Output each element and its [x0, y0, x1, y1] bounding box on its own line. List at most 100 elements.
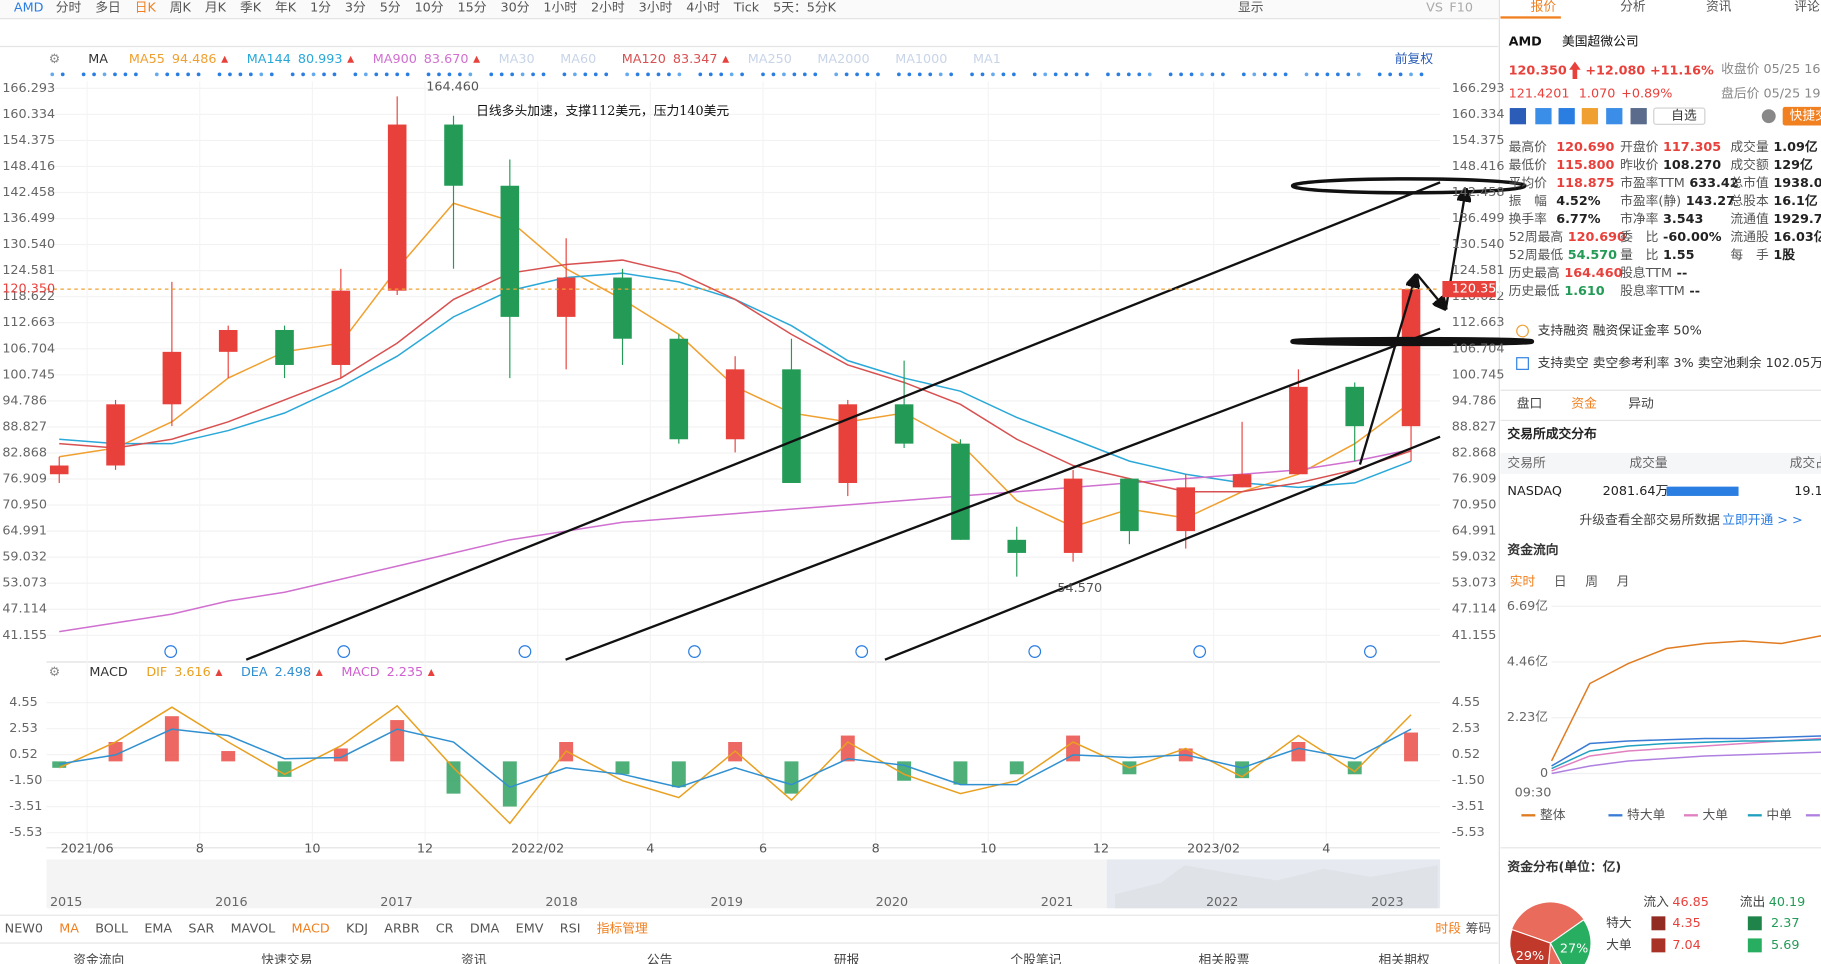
- dot: [531, 72, 535, 77]
- candle-body: [1232, 474, 1252, 488]
- icon[interactable]: [1509, 108, 1527, 125]
- indicator-name: MACD: [89, 665, 127, 680]
- dot: [1241, 72, 1246, 77]
- event-marker[interactable]: [1364, 645, 1377, 658]
- dot: [980, 72, 985, 77]
- y-tick-label: 70.950: [1452, 498, 1497, 513]
- dot: [907, 72, 912, 77]
- sub-tab: 异动: [1628, 397, 1654, 412]
- candle-body: [162, 351, 182, 405]
- candle-body: [1401, 289, 1421, 427]
- inactive-indicator: MA250: [748, 52, 792, 67]
- event-marker[interactable]: [855, 645, 869, 658]
- indicator-tab: MACD: [292, 922, 330, 937]
- bottom-tab: 相关股票: [1199, 953, 1250, 964]
- candle-body: [1176, 487, 1196, 532]
- icon[interactable]: [1581, 108, 1599, 125]
- macd-bar: [784, 761, 799, 794]
- stat-value: 16.1亿: [1773, 193, 1817, 209]
- trendline: [884, 435, 1441, 661]
- change: +12.080: [1585, 63, 1645, 78]
- dot: [1273, 72, 1278, 77]
- y-tick-label: 76.909: [1452, 472, 1497, 487]
- event-marker[interactable]: [518, 645, 532, 658]
- y-tick-label: 64.991: [1452, 524, 1497, 539]
- legend-value: 2.498: [275, 665, 312, 680]
- legend-name: MA55: [129, 52, 165, 67]
- event-marker[interactable]: [1028, 645, 1042, 658]
- dot: [259, 72, 264, 77]
- stat-label: 52周最高: [1509, 229, 1564, 245]
- bell-icon[interactable]: [1761, 109, 1776, 124]
- legend-value: 94.486: [172, 52, 217, 67]
- pie-label: 29%: [1516, 949, 1544, 964]
- legend-value: 83.347: [673, 52, 718, 67]
- event-marker[interactable]: [1193, 645, 1207, 658]
- dot: [426, 72, 431, 77]
- quick-trade-button[interactable]: [1782, 106, 1821, 126]
- legend-value: 80.993: [298, 52, 343, 67]
- event-marker[interactable]: [337, 645, 351, 658]
- stat-label: 总股本: [1730, 194, 1769, 209]
- dot: [719, 72, 724, 77]
- legend-name: MACD: [341, 665, 379, 680]
- stat-value: 129亿: [1773, 157, 1813, 173]
- y-tick-label: 59.032: [2, 550, 47, 565]
- dot: [949, 72, 954, 77]
- y-tick-label: 118.622: [2, 289, 55, 304]
- panel-tab: 资讯: [1706, 0, 1732, 15]
- candle-body: [894, 404, 914, 444]
- watch-button[interactable]: [1653, 107, 1706, 125]
- dot: [917, 72, 922, 77]
- high-label: 164.460: [426, 80, 479, 95]
- dot: [876, 72, 880, 77]
- dot: [573, 72, 577, 77]
- y-tick-label: 106.704: [1452, 341, 1505, 356]
- y-tick-label: 154.375: [2, 133, 55, 148]
- support-ellipse: [1290, 336, 1535, 347]
- period-tab: 月K: [205, 1, 227, 16]
- time-label: 盘后价 05/25 19:59(美东): [1721, 86, 1821, 102]
- dot: [1053, 72, 1058, 77]
- dot: [175, 72, 180, 77]
- y-tick-label: 136.499: [1452, 211, 1505, 226]
- candle-body: [500, 185, 520, 317]
- icon[interactable]: [1606, 108, 1623, 125]
- icon[interactable]: [1558, 108, 1575, 125]
- dot: [269, 72, 274, 77]
- dot: [196, 72, 201, 77]
- dot: [1419, 72, 1424, 77]
- icon[interactable]: [1630, 108, 1647, 125]
- y-tick-label: 100.745: [1452, 367, 1505, 382]
- x-tick-label: 2022/02: [511, 841, 564, 856]
- up-arrow: [221, 55, 229, 63]
- inactive-indicator: MA30: [499, 52, 535, 67]
- period-tab: 10分: [415, 1, 444, 16]
- stat-value: 4.52%: [1556, 194, 1600, 209]
- watch-label: 自选: [1671, 109, 1697, 124]
- y-tick-label: 0.52: [9, 747, 37, 762]
- legend-name: DIF: [146, 665, 167, 680]
- dot: [792, 72, 797, 77]
- event-marker[interactable]: [688, 645, 701, 658]
- panel-tab: 分析: [1620, 0, 1646, 15]
- dot: [1032, 72, 1037, 77]
- dist-out: 5.69: [1771, 938, 1799, 953]
- period-tab: 30分: [500, 1, 529, 16]
- event-marker[interactable]: [164, 645, 178, 658]
- dot: [468, 72, 473, 77]
- macd-bar: [502, 761, 517, 807]
- period-tab: 4小时: [686, 1, 720, 16]
- stat-label: 52周最低: [1509, 248, 1564, 263]
- dot: [228, 72, 232, 77]
- dot: [802, 72, 807, 77]
- icon[interactable]: [1535, 108, 1552, 125]
- dot: [991, 72, 995, 77]
- dot: [520, 72, 525, 77]
- y-tick-label: 82.868: [1452, 445, 1497, 460]
- stat-label: 平均价: [1509, 176, 1548, 191]
- y-tick-label: 100.745: [2, 367, 55, 382]
- candle-body: [838, 404, 858, 483]
- dot: [1315, 72, 1319, 77]
- y-tick-label: 4.46亿: [1507, 655, 1548, 670]
